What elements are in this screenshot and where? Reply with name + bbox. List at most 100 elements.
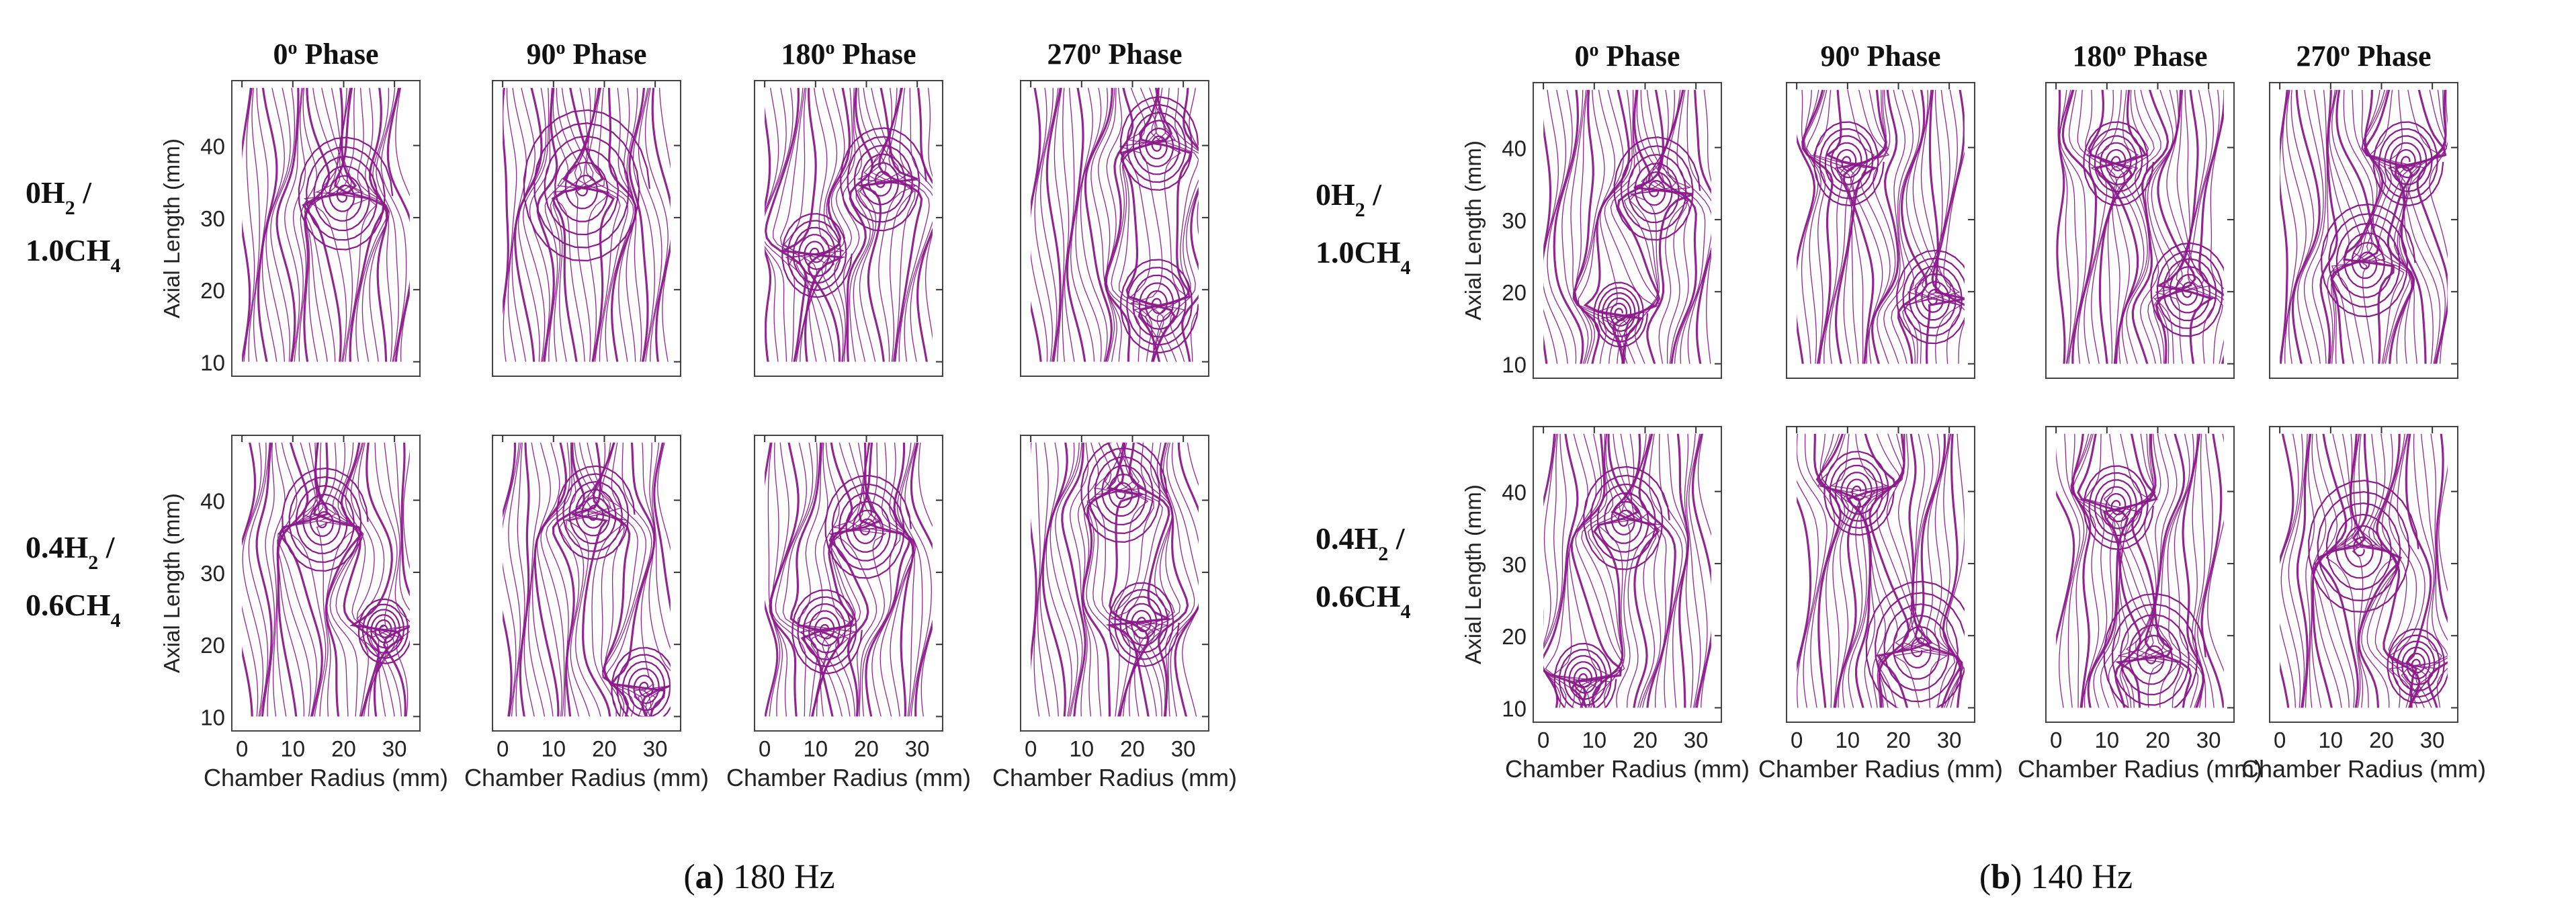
streamlines — [242, 87, 410, 362]
x-tick-label: 10 — [2094, 728, 2119, 752]
y-tick-label: 10 — [1502, 353, 1527, 378]
x-tick-label: 30 — [2420, 728, 2445, 752]
mixture-label: 0.6CH4 — [1316, 579, 1411, 623]
y-tick-label: 10 — [1502, 697, 1527, 722]
x-tick-label: 10 — [1069, 736, 1094, 761]
vortex-core — [2150, 242, 2224, 337]
streamline-subplot — [231, 435, 421, 732]
x-axis-label: Chamber Radius (mm) — [2241, 755, 2486, 783]
x-tick-label: 30 — [905, 736, 930, 761]
mixture-label: 0.4H2 / — [1316, 521, 1406, 565]
x-tick-label: 20 — [592, 736, 617, 761]
streamline-subplot — [492, 435, 681, 732]
phase-header: 0o Phase — [1575, 40, 1680, 73]
x-axis-label: Chamber Radius (mm) — [204, 764, 448, 791]
x-tick-label: 10 — [280, 736, 305, 761]
x-axis-label: Chamber Radius (mm) — [726, 764, 971, 791]
axes-frame — [492, 80, 681, 377]
panel-caption: (b) 140 Hz — [1979, 858, 2133, 896]
x-tick-label: 0 — [2274, 728, 2286, 752]
y-tick-label: 20 — [1502, 624, 1527, 649]
x-tick-label: 30 — [2196, 728, 2221, 752]
streamline-subplot — [2045, 426, 2235, 723]
vortex-core — [2387, 628, 2448, 704]
phase-header: 270o Phase — [1047, 38, 1183, 71]
axes-frame — [492, 435, 681, 732]
y-tick-label: 40 — [200, 134, 225, 159]
streamline-subplot — [1786, 426, 1975, 723]
phase-header: 90o Phase — [527, 38, 647, 71]
y-axis-label: Axial Length (mm) — [1461, 140, 1486, 320]
vortex-core — [357, 598, 410, 664]
streamline-subplot — [1020, 80, 1209, 377]
axes-frame — [231, 435, 421, 732]
vortex-core — [824, 474, 912, 579]
x-tick-label: 30 — [643, 736, 668, 761]
streamline-subplot — [231, 80, 421, 377]
mixture-label: 0H2 / — [26, 175, 92, 219]
streamline-subplot — [754, 80, 943, 377]
vortex-core — [1865, 580, 1965, 708]
phase-header: 0o Phase — [273, 38, 379, 71]
streamlines — [765, 442, 933, 717]
x-tick-label: 20 — [1886, 728, 1911, 752]
vortex-core — [298, 136, 394, 251]
streamline-subplot — [2269, 82, 2458, 379]
phase-header: 180o Phase — [781, 38, 916, 71]
axes-frame — [1786, 82, 1975, 379]
x-tick-label: 10 — [1835, 728, 1860, 752]
axes-frame — [1533, 426, 1722, 723]
axes-frame — [1020, 80, 1209, 377]
x-tick-label: 0 — [2050, 728, 2062, 752]
vortex-core — [2308, 480, 2419, 613]
x-tick-label: 20 — [1633, 728, 1658, 752]
x-axis-label: Chamber Radius (mm) — [464, 764, 709, 791]
vortex-core — [2372, 121, 2444, 207]
mixture-label: 1.0CH4 — [26, 233, 121, 277]
y-tick-label: 40 — [1502, 480, 1527, 505]
x-axis-label: Chamber Radius (mm) — [1505, 755, 1750, 783]
phase-header: 180o Phase — [2073, 40, 2208, 73]
streamlines — [1543, 89, 1711, 364]
y-tick-label: 30 — [200, 561, 225, 586]
y-axis-label: Axial Length (mm) — [1461, 484, 1486, 664]
vortex-core — [1108, 582, 1180, 667]
x-tick-label: 10 — [803, 736, 828, 761]
streamlines — [1543, 433, 1711, 708]
mixture-label: 0.4H2 / — [26, 530, 116, 574]
axes-frame — [1533, 82, 1722, 379]
axes-frame — [2269, 426, 2458, 723]
vortex-core — [282, 467, 369, 572]
vortex-core — [1583, 466, 1670, 570]
y-tick-label: 30 — [1502, 208, 1527, 233]
streamlines — [503, 442, 671, 717]
streamline-subplot — [1020, 435, 1209, 732]
x-tick-label: 0 — [236, 736, 248, 761]
streamlines — [2056, 433, 2224, 708]
streamlines — [1031, 87, 1199, 362]
streamlines — [2280, 433, 2448, 708]
streamlines — [2056, 89, 2224, 364]
streamlines — [1797, 433, 1965, 708]
vortex-core — [1613, 136, 1701, 241]
y-tick-label: 20 — [1502, 280, 1527, 305]
vortex-core — [1119, 96, 1199, 191]
vortex-core — [1553, 642, 1617, 708]
x-tick-label: 30 — [1937, 728, 1962, 752]
streamlines — [1797, 89, 1965, 364]
x-tick-label: 0 — [1791, 728, 1803, 752]
phase-header: 270o Phase — [2296, 40, 2432, 73]
y-tick-label: 20 — [200, 633, 225, 658]
vortex-core — [1813, 121, 1885, 207]
axes-frame — [2269, 82, 2458, 379]
panel-caption: (a) 180 Hz — [683, 858, 834, 896]
streamline-subplot — [1786, 82, 1975, 379]
x-tick-label: 10 — [1582, 728, 1606, 752]
x-tick-label: 20 — [331, 736, 356, 761]
x-tick-label: 30 — [382, 736, 407, 761]
vortex-core — [2103, 593, 2206, 708]
vortex-core — [1080, 442, 1168, 543]
x-tick-label: 30 — [1684, 728, 1709, 752]
y-axis-label: Axial Length (mm) — [159, 138, 184, 318]
y-tick-label: 30 — [1502, 552, 1527, 577]
